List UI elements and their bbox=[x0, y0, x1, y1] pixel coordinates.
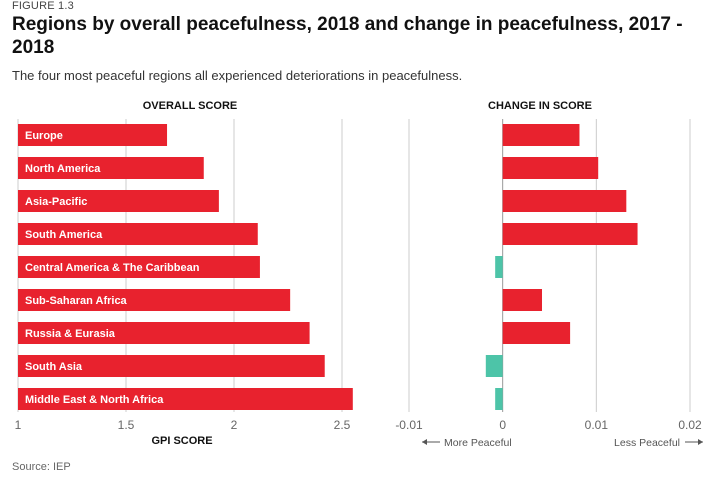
category-label-middle-east-and-north-africa: Middle East & North Africa bbox=[25, 394, 164, 406]
change-in-score-bars bbox=[485, 124, 638, 410]
less-peaceful-note: Less Peaceful bbox=[614, 437, 703, 449]
overall-score-tick-label: 1.5 bbox=[118, 418, 135, 432]
change-in-score-panel-title: CHANGE IN SCORE bbox=[488, 100, 592, 112]
category-label-south-america: South America bbox=[25, 229, 103, 241]
overall-score-panel: OVERALL SCORE Europe North America Asia-Pa… bbox=[15, 100, 353, 447]
source-note: Source: IEP bbox=[12, 461, 71, 473]
less-peaceful-label: Less Peaceful bbox=[614, 437, 680, 449]
overall-score-x-axis-label: GPI SCORE bbox=[151, 435, 212, 447]
change-in-score-tick-label: 0.01 bbox=[585, 418, 609, 432]
change-in-score-bar-russia-and-eurasia bbox=[502, 322, 571, 344]
category-label-central-america-and-the-caribbean: Central America & The Caribbean bbox=[25, 262, 200, 274]
overall-score-bar-south-asia bbox=[18, 355, 325, 377]
category-label-europe: Europe bbox=[25, 130, 63, 142]
category-label-sub-saharan-africa: Sub-Saharan Africa bbox=[25, 295, 128, 307]
chart-subtitle: The four most peaceful regions all exper… bbox=[12, 68, 463, 83]
figure-label: FIGURE 1.3 bbox=[12, 0, 74, 12]
change-in-score-bar-south-america bbox=[502, 223, 638, 245]
left-arrow-icon bbox=[422, 439, 427, 445]
change-in-score-bar-middle-east-and-north-africa bbox=[495, 388, 503, 410]
overall-score-category-labels: Europe North America Asia-Pacific South Ame… bbox=[25, 130, 200, 406]
overall-score-panel-title: OVERALL SCORE bbox=[143, 100, 238, 112]
change-in-score-tick-label: -0.01 bbox=[395, 418, 423, 432]
overall-score-bar-asia-pacific bbox=[18, 190, 219, 212]
overall-score-tick-label: 2 bbox=[231, 418, 238, 432]
overall-score-bar-europe bbox=[18, 124, 168, 146]
change-in-score-bar-north-america bbox=[502, 157, 599, 179]
overall-score-bar-north-america bbox=[18, 157, 204, 179]
overall-score-bar-south-america bbox=[18, 223, 258, 245]
overall-score-x-ticks: 1 1.5 2 2.5 bbox=[15, 418, 351, 432]
change-in-score-panel: CHANGE IN SCORE -0.01 0 0.01 0.02 More Peac… bbox=[395, 100, 703, 449]
category-label-asia-pacific: Asia-Pacific bbox=[25, 196, 87, 208]
overall-score-bar-central-america-and-the-caribbean bbox=[18, 256, 260, 278]
overall-score-bar-russia-and-eurasia bbox=[18, 322, 310, 344]
overall-score-tick-label: 2.5 bbox=[334, 418, 351, 432]
change-in-score-bar-south-asia bbox=[485, 355, 503, 377]
change-in-score-bar-sub-saharan-africa bbox=[502, 289, 543, 311]
overall-score-tick-label: 1 bbox=[15, 418, 22, 432]
change-in-score-tick-label: 0 bbox=[499, 418, 506, 432]
chart-title: Regions by overall peacefulness, 2018 an… bbox=[12, 14, 683, 58]
category-label-russia-and-eurasia: Russia & Eurasia bbox=[25, 328, 116, 340]
change-in-score-bar-europe bbox=[502, 124, 580, 146]
change-in-score-x-ticks: -0.01 0 0.01 0.02 bbox=[395, 418, 702, 432]
change-in-score-bar-asia-pacific bbox=[502, 190, 627, 212]
right-arrow-icon bbox=[698, 439, 703, 445]
overall-score-bar-sub-saharan-africa bbox=[18, 289, 291, 311]
overall-score-bars bbox=[18, 124, 353, 410]
overall-score-bar-middle-east-and-north-africa bbox=[18, 388, 353, 410]
change-in-score-tick-label: 0.02 bbox=[678, 418, 702, 432]
change-in-score-bar-central-america-and-the-caribbean bbox=[495, 256, 503, 278]
category-label-north-america: North America bbox=[25, 163, 101, 175]
category-label-south-asia: South Asia bbox=[25, 361, 83, 373]
more-peaceful-note: More Peaceful bbox=[422, 437, 512, 449]
more-peaceful-label: More Peaceful bbox=[444, 437, 512, 449]
